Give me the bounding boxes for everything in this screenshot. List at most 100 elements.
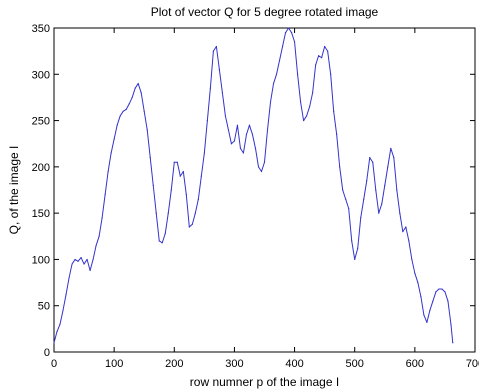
data-point [420, 295, 422, 298]
data-point [336, 133, 338, 136]
data-point [299, 101, 302, 103]
data-point [396, 189, 398, 191]
data-point [266, 129, 269, 131]
data-point [293, 41, 296, 43]
data-point [390, 147, 392, 149]
data-point [360, 217, 362, 219]
data-point [393, 157, 395, 159]
x-tick-label: 300 [225, 358, 243, 370]
data-point [239, 147, 242, 149]
data-point [333, 110, 335, 112]
data-point [65, 294, 67, 296]
data-point [275, 73, 278, 75]
data-point [357, 247, 359, 249]
y-tick-label: 300 [32, 69, 50, 81]
data-point [318, 55, 320, 57]
data-point [351, 240, 353, 242]
data-point [200, 175, 202, 177]
data-point [402, 231, 404, 233]
data-point [95, 244, 97, 247]
data-point [372, 161, 374, 163]
y-tick-label: 150 [32, 208, 50, 220]
data-point [104, 194, 106, 196]
data-point [435, 291, 437, 293]
data-point [188, 226, 190, 228]
data-point [179, 175, 181, 177]
y-tick-label: 250 [32, 116, 50, 128]
data-point [369, 157, 371, 159]
y-axis-tick-labels: 0 50 100 150 200 250 300 350 [32, 23, 50, 359]
data-point [450, 323, 452, 325]
data-point [248, 124, 251, 126]
data-point [315, 64, 317, 66]
plot-area [53, 27, 476, 353]
data-point [161, 242, 163, 244]
data-point [408, 240, 410, 242]
data-point [62, 309, 64, 311]
data-point [92, 258, 94, 261]
data-point [263, 161, 266, 163]
data-point [215, 45, 217, 48]
data-point [405, 226, 407, 228]
data-point [452, 342, 454, 344]
y-tick-label: 350 [32, 23, 50, 35]
data-point [173, 161, 175, 163]
data-point [287, 27, 290, 29]
data-point [272, 82, 275, 85]
data-point [197, 198, 199, 200]
data-point [137, 82, 139, 85]
data-point [236, 124, 239, 126]
x-tick-label: 100 [105, 358, 123, 370]
data-point [381, 203, 383, 205]
data-point [113, 138, 115, 140]
data-point [438, 288, 440, 290]
data-point [414, 272, 416, 274]
data-point [218, 69, 220, 71]
data-point [245, 133, 248, 136]
data-point [134, 87, 136, 89]
data-point [74, 258, 76, 261]
data-point [80, 256, 82, 259]
data-point [306, 115, 308, 117]
series-points [53, 27, 454, 344]
data-point [152, 184, 154, 186]
data-point [176, 161, 178, 163]
data-point [278, 59, 281, 62]
data-point [426, 321, 428, 323]
data-point [309, 106, 311, 108]
data-point [441, 288, 443, 290]
data-point [149, 157, 151, 159]
data-point [312, 92, 314, 94]
data-point [77, 260, 79, 262]
data-point [411, 258, 413, 261]
data-point [89, 269, 91, 272]
data-point [302, 119, 305, 122]
data-point [101, 217, 103, 219]
data-point [269, 101, 272, 103]
data-point [375, 189, 377, 191]
x-tick-label: 200 [165, 358, 183, 370]
data-point [348, 207, 350, 210]
x-tick-label: 500 [346, 358, 364, 370]
data-point [224, 115, 227, 117]
data-point [125, 108, 127, 111]
data-point [206, 119, 208, 122]
data-point [68, 277, 70, 279]
data-point [146, 129, 148, 131]
data-point [185, 194, 187, 196]
chart-title: Plot of vector Q for 5 degree rotated im… [151, 5, 379, 19]
data-point [257, 166, 260, 168]
x-axis-title: row numner p of the image I [190, 375, 339, 389]
data-point [164, 232, 166, 235]
data-point [98, 235, 100, 237]
data-point [56, 331, 58, 333]
data-point [230, 143, 233, 145]
data-point [59, 323, 61, 325]
data-point [296, 73, 299, 75]
data-point [119, 115, 121, 117]
data-point [194, 212, 196, 214]
data-point [155, 212, 157, 214]
y-tick-label: 200 [32, 162, 50, 174]
x-axis-tick-labels: 0 100 200 300 400 500 600 700 [51, 358, 479, 370]
